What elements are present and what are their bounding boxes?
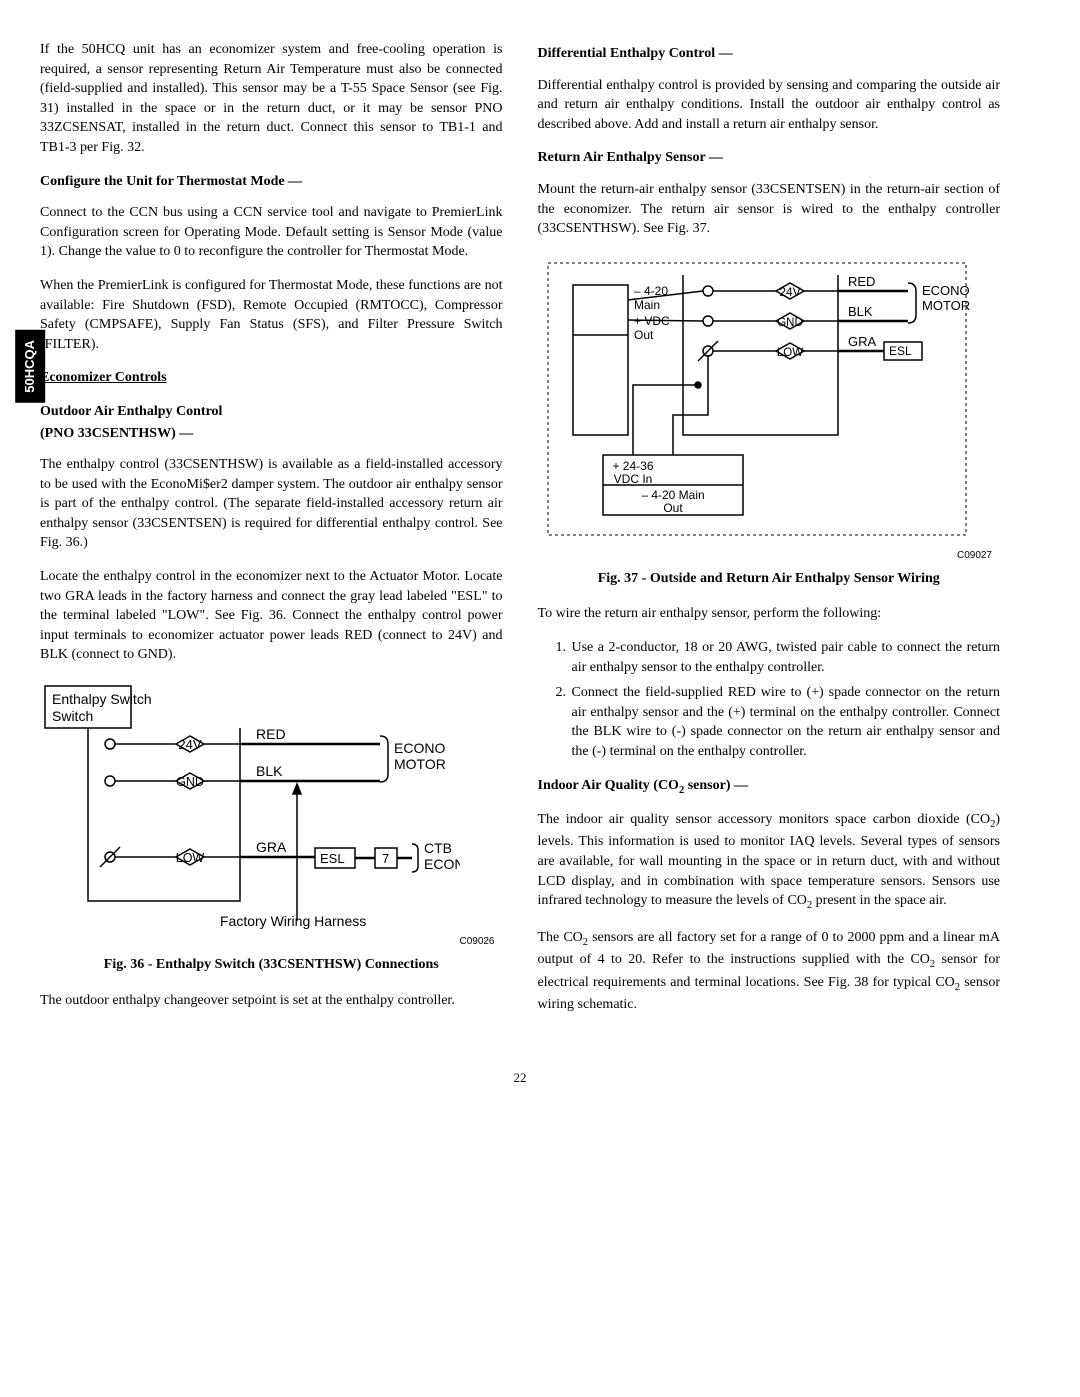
svg-label: ESL [889, 344, 912, 358]
para: Connect to the CCN bus using a CCN servi… [40, 203, 503, 262]
svg-label: CTB [424, 840, 452, 856]
figure-ref: C09026 [40, 935, 495, 949]
para: The outdoor enthalpy changeover setpoint… [40, 991, 503, 1011]
content-columns: If the 50HCQ unit has an economizer syst… [40, 40, 1000, 1029]
svg-text:MOTOR: MOTOR [922, 298, 970, 313]
svg-label: Factory Wiring Harness [220, 913, 366, 929]
svg-label: GRA [848, 334, 877, 349]
svg-label: BLK [256, 763, 283, 779]
para: When the PremierLink is configured for T… [40, 276, 503, 354]
svg-label: Out [663, 501, 683, 515]
list-item: Connect the field-supplied RED wire to (… [570, 683, 1001, 761]
figure-36: Enthalpy Switch Switch [40, 681, 503, 975]
svg-label: ESL [320, 851, 345, 866]
para: The CO2 sensors are all factory set for … [538, 928, 1001, 1015]
svg-label: 24V [178, 737, 201, 752]
heading: Configure the Unit for Thermostat Mode — [40, 172, 503, 192]
side-tab: 50HCQA [15, 330, 45, 403]
svg-label: GND [176, 775, 204, 789]
svg-label: GND [777, 317, 803, 329]
svg-label: + 24-36 [612, 459, 653, 473]
figure-caption: Fig. 37 - Outside and Return Air Enthalp… [538, 569, 1001, 589]
svg-label: RED [848, 274, 875, 289]
heading: Indoor Air Quality (CO2 sensor) — [538, 776, 1001, 798]
svg-label: – 4-20 [634, 284, 668, 298]
figure-37: 24V GND LOW RED BLK GRA ESL ECONO MOTOR … [538, 255, 1001, 589]
svg-label: Out [634, 328, 654, 342]
svg-label: 7 [382, 851, 389, 866]
svg-text:ECONO: ECONO [922, 283, 970, 298]
svg-text:Switch: Switch [52, 708, 93, 724]
figure-caption: Fig. 36 - Enthalpy Switch (33CSENTHSW) C… [40, 955, 503, 975]
svg-label: VDC In [613, 472, 652, 486]
column-right: Differential Enthalpy Control — Differen… [538, 40, 1001, 1029]
svg-label: + VDC [634, 314, 670, 328]
list-item: Use a 2-conductor, 18 or 20 AWG, twisted… [570, 638, 1001, 677]
para: To wire the return air enthalpy sensor, … [538, 604, 1001, 624]
column-left: If the 50HCQ unit has an economizer syst… [40, 40, 503, 1029]
svg-label: 24V [779, 285, 800, 299]
svg-label: BLK [848, 304, 873, 319]
heading: Return Air Enthalpy Sensor — [538, 148, 1001, 168]
para: The enthalpy control (33CSENTHSW) is ava… [40, 455, 503, 553]
svg-label: Main [634, 298, 660, 312]
svg-label: LOW [776, 347, 802, 359]
subheading: (PNO 33CSENTHSW) — [40, 424, 503, 444]
svg-label: RED [256, 726, 286, 742]
heading: Differential Enthalpy Control — [538, 44, 1001, 64]
para: The indoor air quality sensor accessory … [538, 810, 1001, 914]
para: If the 50HCQ unit has an economizer syst… [40, 40, 503, 158]
svg-text:MOTOR: MOTOR [394, 756, 446, 772]
svg-label: ECON [424, 856, 460, 872]
svg-label: Enthalpy Switch [52, 691, 152, 707]
svg-text:ECONO: ECONO [394, 740, 445, 756]
ordered-list: Use a 2-conductor, 18 or 20 AWG, twisted… [538, 638, 1001, 762]
svg-label: LOW [176, 851, 205, 865]
subheading: Outdoor Air Enthalpy Control [40, 402, 503, 422]
figure-ref: C09027 [538, 549, 993, 563]
svg-label: GRA [256, 839, 287, 855]
para: Locate the enthalpy control in the econo… [40, 567, 503, 665]
svg-label: – 4-20 Main [641, 488, 704, 502]
page-number: 22 [40, 1069, 1000, 1087]
heading-underline: Economizer Controls [40, 368, 503, 388]
para: Mount the return-air enthalpy sensor (33… [538, 180, 1001, 239]
para: Differential enthalpy control is provide… [538, 76, 1001, 135]
